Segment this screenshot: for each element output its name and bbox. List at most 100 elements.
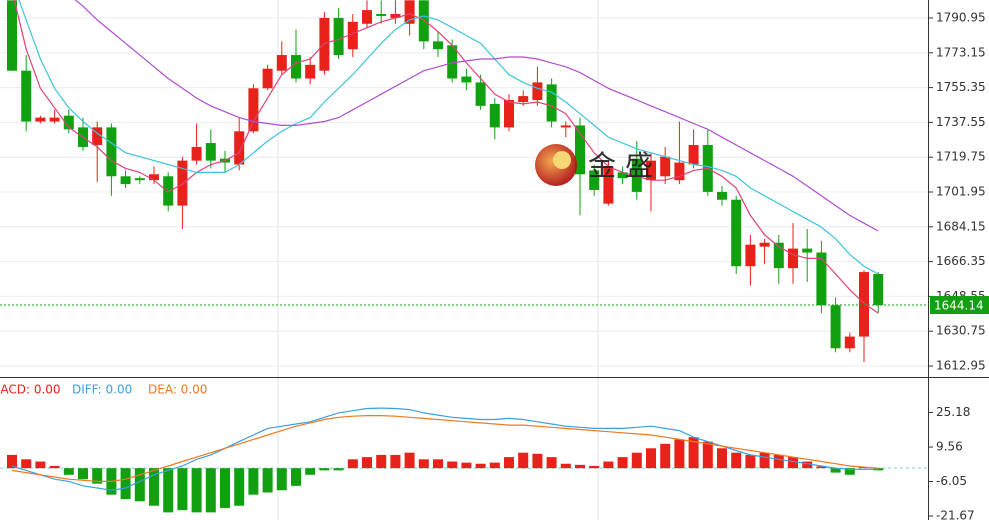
macd-bar — [333, 468, 344, 471]
candle-body — [92, 127, 103, 145]
candle-body — [589, 170, 600, 190]
macd-bar — [475, 463, 486, 469]
macd-line — [11, 415, 879, 482]
macd-bar — [532, 453, 543, 469]
candle-body — [816, 252, 827, 306]
macd-bar — [816, 466, 827, 469]
ma-line — [13, 0, 879, 314]
macd-bar — [646, 448, 656, 469]
macd-bar — [575, 464, 585, 469]
y-tick-label: 1630.75 — [936, 324, 986, 338]
y-tick-label: 9.56 — [936, 440, 963, 454]
candle-body — [617, 172, 628, 179]
candle-body — [120, 176, 131, 185]
macd-bar — [347, 459, 358, 469]
candle-body — [291, 55, 301, 79]
macd-bar — [63, 468, 74, 475]
candle-body — [759, 242, 770, 247]
candle-body — [773, 242, 784, 269]
candle-body — [63, 115, 74, 130]
macd-bar — [433, 459, 443, 469]
candle-body — [518, 96, 529, 102]
candle-body — [347, 21, 358, 50]
last-price-label: 1644.14 — [934, 299, 984, 313]
macd-bar — [390, 454, 401, 469]
candle-body — [418, 0, 429, 42]
macd-bar — [844, 468, 855, 475]
legend-entry: DEA: 0.00 — [148, 383, 207, 397]
candle-body — [731, 199, 742, 267]
macd-bar — [717, 448, 727, 469]
candle-body — [745, 244, 756, 267]
macd-bar — [617, 457, 628, 469]
watermark-text: 金 盛 — [588, 149, 653, 182]
candle-body — [149, 174, 159, 181]
candle-body — [7, 0, 17, 71]
macd-bar — [603, 461, 614, 469]
ma-line — [18, 0, 879, 275]
y-tick-label: 1755.35 — [936, 80, 986, 94]
price-panel: 1612.951630.751648.551666.351684.151701.… — [0, 0, 989, 372]
macd-bar — [731, 452, 742, 469]
candle-body — [830, 305, 841, 349]
macd-bar — [660, 443, 671, 469]
candle-body — [674, 162, 685, 181]
macd-bar — [276, 468, 287, 491]
candle-body — [163, 176, 174, 206]
macd-bar — [21, 459, 32, 469]
candle-body — [788, 248, 798, 269]
macd-bar — [489, 462, 500, 469]
macd-bar — [773, 454, 784, 469]
macd-bar — [418, 459, 429, 469]
plot-area — [0, 407, 928, 513]
legend-entry: DIFF: 0.00 — [72, 383, 132, 397]
candle-body — [489, 103, 500, 128]
candle-body — [504, 100, 514, 128]
macd-bar — [35, 461, 46, 469]
y-tick-label: 1737.55 — [936, 115, 986, 129]
y-tick-label: -6.05 — [936, 474, 967, 488]
macd-bar — [631, 452, 642, 469]
macd-bar — [674, 439, 685, 469]
candle-body — [873, 274, 884, 306]
macd-bar — [702, 441, 713, 469]
macd-bar — [376, 454, 387, 469]
macd-bar — [546, 457, 557, 469]
macd-bar — [49, 465, 60, 469]
candle-body — [603, 166, 614, 204]
macd-bar — [7, 454, 17, 469]
candle-body — [660, 156, 671, 177]
candle-body — [248, 88, 259, 132]
y-tick-label: 1612.95 — [936, 358, 986, 372]
macd-bar — [177, 468, 188, 511]
candle-body — [333, 17, 344, 56]
macd-panel: 25.18 9.56 -6.05 -21.67 MACD: 0.00 DIFF: 0.00… — [0, 383, 975, 520]
candle-body — [49, 117, 60, 122]
macd-bar — [362, 457, 372, 469]
candle-body — [234, 131, 245, 165]
candle-body — [191, 146, 202, 161]
macd-bar — [589, 465, 600, 469]
candle-body — [205, 143, 216, 161]
candle-body — [802, 248, 813, 253]
macd-bar — [319, 468, 330, 471]
macd-bar — [120, 468, 131, 500]
macd-bar — [262, 468, 273, 493]
candle-body — [305, 64, 316, 79]
macd-bar — [220, 468, 230, 508]
macd-bar — [461, 462, 472, 469]
macd-bar — [688, 437, 699, 469]
macd-bar — [205, 468, 216, 513]
candle-body — [35, 117, 46, 122]
legend-entry: MACD: 0.00 — [0, 383, 61, 397]
watermark: 金 盛 — [535, 144, 653, 186]
candle-body — [390, 13, 401, 18]
macd-bar — [92, 468, 103, 484]
macd-bar — [248, 468, 259, 495]
macd-bar — [802, 461, 813, 469]
macd-line — [11, 407, 879, 491]
candle-body — [433, 41, 443, 50]
y-tick-label: 1773.15 — [936, 45, 986, 59]
